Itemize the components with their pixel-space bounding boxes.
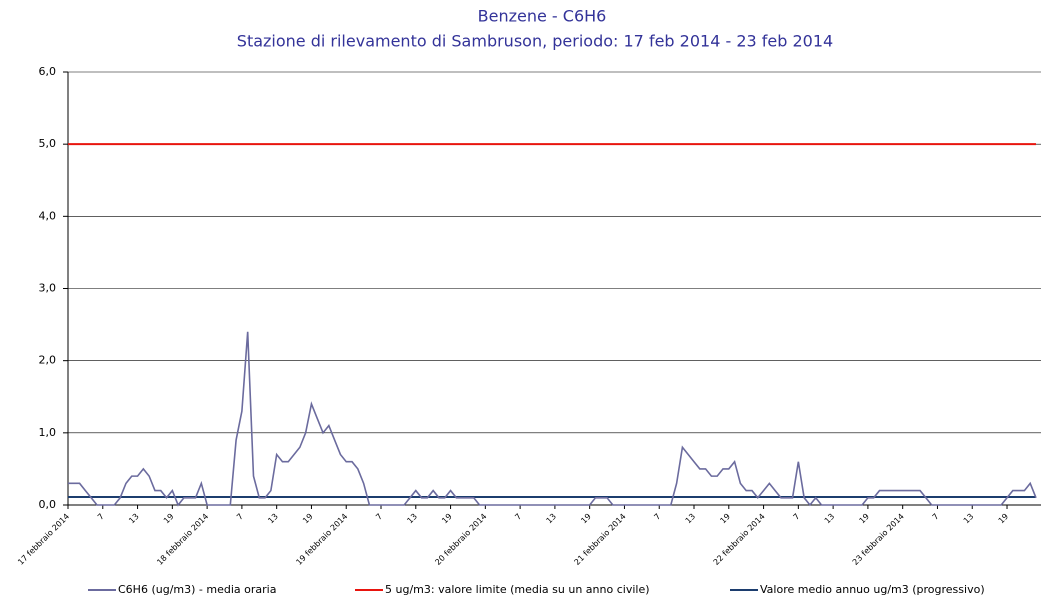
legend-label: Valore medio annuo ug/m3 (progressivo) [760,583,985,596]
x-tick-label: 7 [374,512,384,522]
x-tick-label: 19 [440,512,454,526]
x-tick-label: 7 [235,512,245,522]
x-tick-label: 19 [718,512,732,526]
x-tick-label: 7 [792,512,802,522]
x-tick-label: 13 [127,512,141,526]
y-tick-label: 6,0 [39,65,57,78]
legend-label: 5 ug/m3: valore limite (media su un anno… [385,583,650,596]
y-tick-label: 3,0 [39,282,57,295]
x-tick-label: 13 [405,512,419,526]
x-tick-label: 7 [513,512,523,522]
chart-title: Benzene - C6H6 [478,7,607,26]
x-tick-label: 13 [823,512,837,526]
x-tick-label: 13 [545,512,559,526]
y-tick-label: 1,0 [39,426,57,439]
x-tick-label: 13 [684,512,698,526]
x-tick-label: 19 [858,512,872,526]
x-tick-label: 19 [162,512,176,526]
y-tick-label: 2,0 [39,354,57,367]
series-line [68,331,1037,507]
x-tick-label: 19 [301,512,315,526]
x-tick-label: 7 [931,512,941,522]
legend-label: C6H6 (ug/m3) - media oraria [118,583,276,596]
y-tick-label: 0,0 [39,498,57,511]
x-tick-label: 19 [997,512,1011,526]
y-tick-label: 4,0 [39,209,57,222]
x-tick-label: 13 [962,512,976,526]
y-tick-label: 5,0 [39,137,57,150]
x-tick-label: 19 [579,512,593,526]
x-tick-label: 17 febbraio 2014 [16,512,71,567]
x-tick-label: 7 [96,512,106,522]
x-tick-label: 13 [266,512,280,526]
x-tick-label: 7 [652,512,662,522]
chart-subtitle: Stazione di rilevamento di Sambruson, pe… [237,32,833,51]
